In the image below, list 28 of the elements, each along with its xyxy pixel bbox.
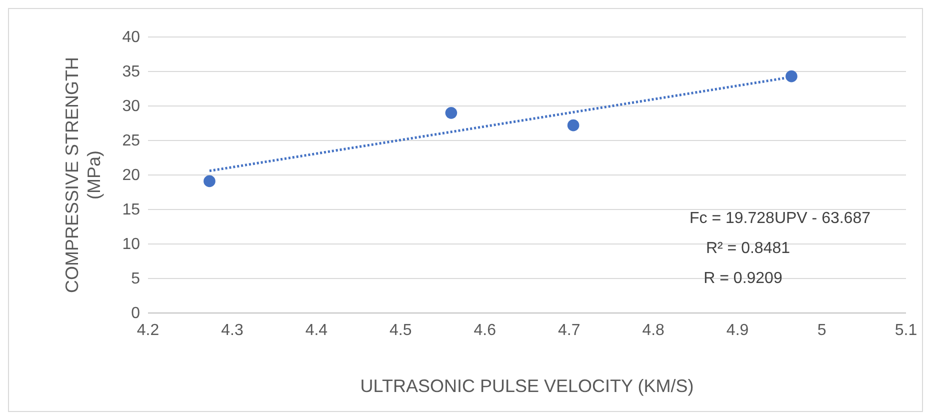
y-tick-label: 0 — [131, 305, 140, 322]
annotation: R² = 0.8481 — [706, 240, 790, 257]
x-tick-label: 4.7 — [558, 322, 580, 339]
point — [445, 106, 458, 119]
x-axis-title: ULTRASONIC PULSE VELOCITY (KM/S) — [360, 376, 694, 396]
x-tick-label: 4.8 — [642, 322, 665, 339]
x-tick-label: 5.1 — [894, 322, 918, 339]
x-tick-label: 4.4 — [305, 322, 328, 339]
x-tick-label: 5 — [817, 322, 826, 339]
y-tick-label: 5 — [131, 270, 140, 288]
y-tick-label: 30 — [122, 98, 140, 115]
y-tick-label: 10 — [122, 236, 140, 253]
x-tick-label: 4.2 — [136, 322, 160, 339]
x-tick-label: 4.3 — [221, 322, 244, 339]
point — [204, 175, 216, 188]
y-tick-label: 40 — [122, 29, 140, 46]
y-tick-label: 25 — [122, 132, 140, 150]
point — [567, 119, 580, 132]
annotation: R = 0.9209 — [704, 270, 782, 287]
x-tick-label: 4.9 — [726, 322, 749, 339]
x-tick-label: 4.6 — [474, 322, 496, 339]
annotation: Fc = 19.728UPV - 63.687 — [690, 210, 871, 227]
point — [786, 70, 798, 82]
x-tick-label: 4.5 — [390, 322, 412, 339]
y-tick-label: 15 — [122, 202, 140, 218]
y-axis-title: COMPRESSIVE STRENGTH (MPa) — [62, 56, 104, 294]
y-tick-label: 35 — [122, 64, 140, 80]
y-tick-label: 20 — [122, 167, 140, 184]
